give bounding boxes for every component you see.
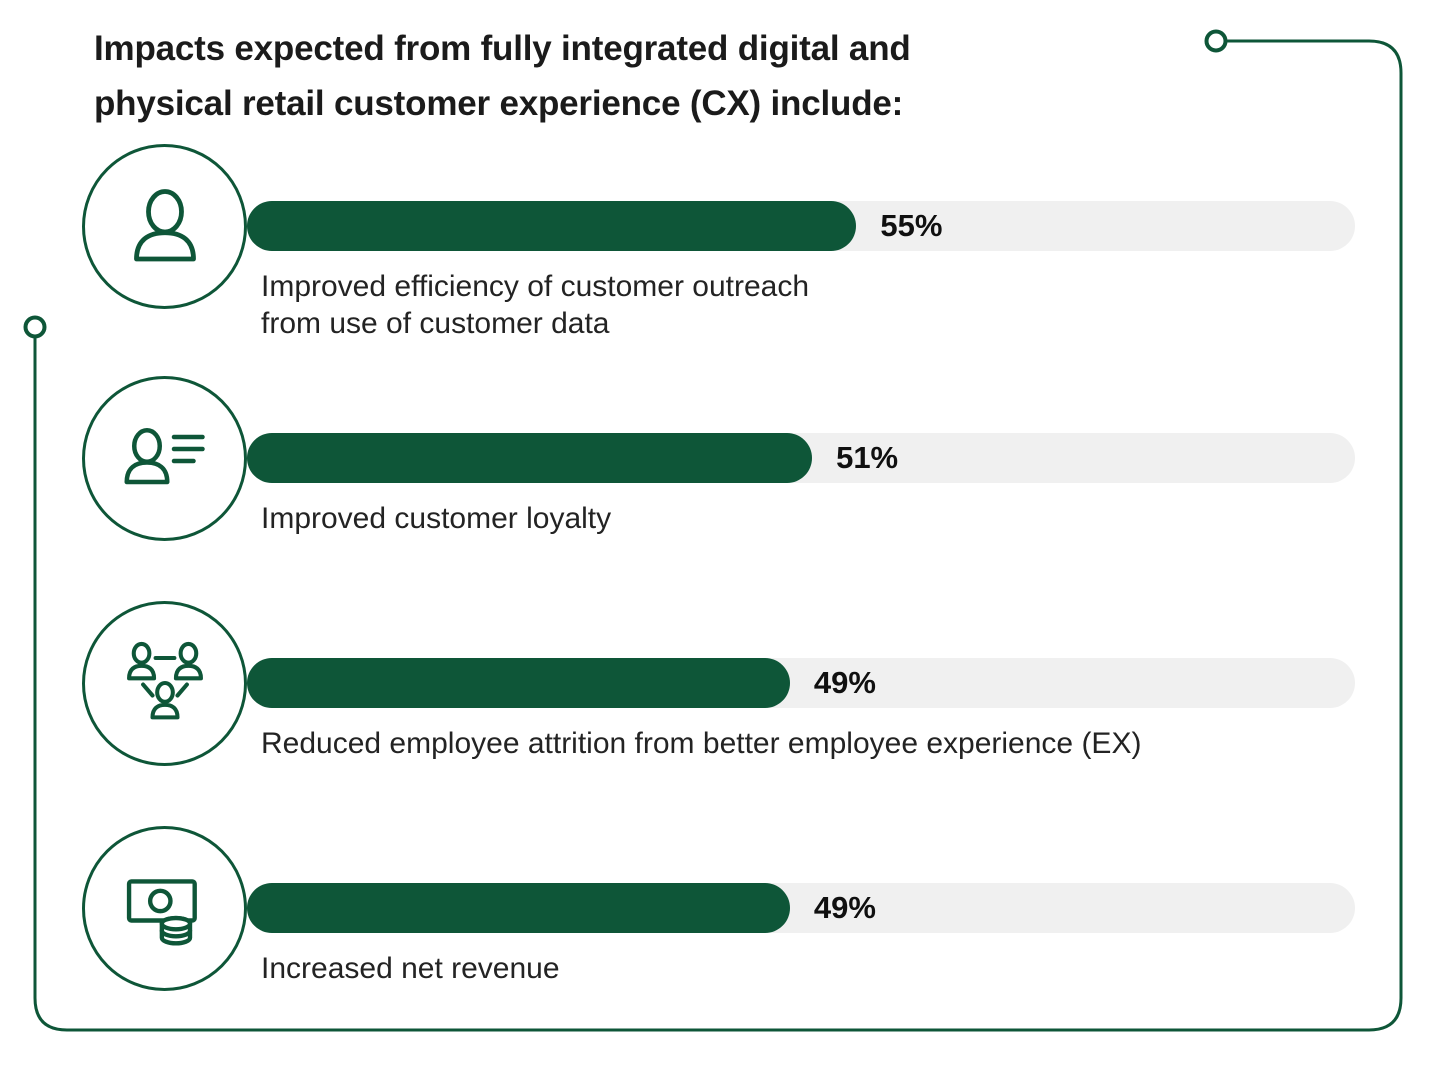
bar-track: 55%: [247, 200, 1355, 251]
bar-chart: 55% Improved efficiency of customer outr…: [82, 143, 1439, 1018]
bar-fill: [247, 882, 790, 933]
bar-track: 49%: [247, 657, 1355, 708]
bar-value: 49%: [813, 889, 876, 925]
bar-area: 51% Improved customer loyalty: [247, 376, 1355, 538]
bar-fill: [247, 657, 790, 708]
bar-track: 49%: [247, 882, 1355, 933]
chart-row-customer-loyalty: 51% Improved customer loyalty: [82, 375, 1355, 568]
bar-fill: [247, 432, 813, 483]
money-icon: [82, 825, 247, 991]
chart-row-employee-attrition: 49% Reduced employee attrition from bett…: [82, 600, 1355, 793]
chart-row-net-revenue: 49% Increased net revenue: [82, 825, 1355, 1018]
bar-value: 49%: [813, 664, 876, 700]
frame-endpoint-left: [23, 315, 47, 339]
bar-fill: [247, 200, 857, 251]
bar-track: 51%: [247, 432, 1355, 483]
bar-caption: Reduced employee attrition from better e…: [261, 726, 1142, 760]
bar-value: 51%: [836, 439, 899, 475]
employee-network-icon: [82, 600, 247, 766]
chart-row-customer-outreach: 55% Improved efficiency of customer outr…: [82, 143, 1355, 343]
bar-caption: Improved customer loyalty: [261, 501, 612, 535]
page-title: Impacts expected from fully integrated d…: [94, 29, 911, 123]
bar-area: 55% Improved efficiency of customer outr…: [247, 144, 1355, 343]
bar-area: 49% Reduced employee attrition from bett…: [247, 601, 1355, 763]
bar-area: 49% Increased net revenue: [247, 826, 1355, 988]
bar-caption: Increased net revenue: [261, 951, 560, 985]
bar-value: 55%: [880, 207, 943, 243]
customer-profile-lines-icon: [82, 375, 247, 541]
single-customer-icon: [82, 143, 247, 309]
bar-caption: Improved efficiency of customer outreach…: [261, 269, 810, 341]
